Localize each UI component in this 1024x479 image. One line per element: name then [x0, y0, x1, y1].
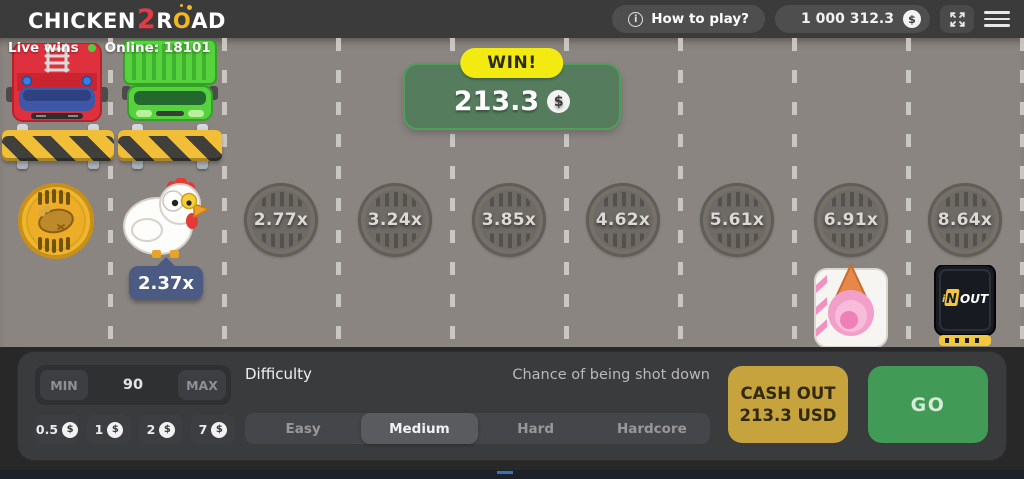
expand-icon [949, 11, 965, 27]
tab-hard[interactable]: Hard [517, 420, 554, 437]
svg-text:N: N [946, 292, 957, 307]
ice-cream-truck [814, 263, 888, 347]
win-amount: 213.3 $ [454, 86, 571, 117]
difficulty-label: Difficulty [245, 365, 312, 383]
chip-7-button[interactable]: 7 $ [191, 414, 235, 445]
balance-display[interactable]: 1 000 312.3 $ [775, 5, 930, 33]
max-bet-button[interactable]: MAX [178, 370, 226, 400]
lane-divider [108, 38, 113, 347]
tab-medium[interactable]: Medium [361, 413, 478, 444]
top-bar: CHICKEN 2 R O AD i How to play? 1 000 312.3 … [0, 0, 1024, 38]
road-play-area: Live wins Online: 18101 [0, 38, 1024, 347]
win-banner: WIN! 213.3 $ [403, 48, 621, 130]
online-count: Online: 18101 [104, 40, 211, 56]
bet-control-panel: MIN 90 MAX 0.5 $ 1 $ 2 $ 7 $ Difficulty [18, 352, 1006, 460]
bet-amount-input[interactable]: 90 [122, 377, 144, 393]
fire-truck [6, 43, 108, 122]
live-wins-toggle[interactable]: Live wins [8, 40, 79, 56]
go-button[interactable]: GO [868, 366, 988, 443]
lane-divider [336, 38, 341, 347]
manhole-multiplier: 8.64x [928, 183, 1002, 257]
tab-hardcore[interactable]: Hardcore [616, 420, 687, 437]
cash-out-button[interactable]: CASH OUT 213.3 USD [728, 366, 848, 443]
currency-icon: $ [62, 421, 79, 438]
live-status-bar: Live wins Online: 18101 [8, 40, 211, 56]
win-label: WIN! [460, 48, 564, 78]
lane-divider [792, 38, 797, 347]
lane-divider [564, 38, 569, 347]
lane-divider [450, 38, 455, 347]
chicken-player [123, 178, 210, 258]
balance-amount: 1 000 312.3 [801, 11, 894, 27]
chip-0.5-button[interactable]: 0.5 $ [35, 414, 79, 445]
lane-divider [222, 38, 227, 347]
delivery-truck [122, 40, 218, 121]
bet-amount-box: MIN 90 MAX [35, 365, 231, 405]
info-icon: i [628, 11, 644, 27]
tab-easy[interactable]: Easy [285, 420, 321, 437]
currency-icon: $ [547, 90, 571, 113]
menu-bar [984, 11, 1010, 14]
header-actions: i How to play? 1 000 312.3 $ [612, 5, 1010, 33]
difficulty-header-row: Difficulty Chance of being shot down [245, 365, 710, 383]
lane-divider [1020, 38, 1024, 347]
current-multiplier-badge: 2.37x [129, 266, 203, 300]
game-logo: CHICKEN 2 R O AD [28, 3, 226, 35]
svg-text:OUT: OUT [960, 292, 989, 306]
currency-icon: $ [211, 421, 228, 438]
traffic-barrier [118, 124, 222, 172]
manhole-multiplier: 3.24x [358, 183, 432, 257]
traffic-barrier [2, 124, 114, 172]
fullscreen-button[interactable] [940, 5, 974, 33]
lane-divider [906, 38, 911, 347]
quick-bet-chips: 0.5 $ 1 $ 2 $ 7 $ [35, 414, 235, 445]
manhole-multiplier: 4.62x [586, 183, 660, 257]
logo-text: CHICKEN [28, 8, 136, 33]
shot-down-chance-label: Chance of being shot down [512, 367, 710, 383]
min-bet-button[interactable]: MIN [40, 370, 88, 400]
difficulty-tabs: Easy Medium Hard Hardcore [245, 413, 710, 444]
logo-egg-o: O [172, 4, 193, 33]
manhole-multiplier: 3.85x [472, 183, 546, 257]
manhole-multiplier: 6.91x [814, 183, 888, 257]
manhole-multiplier: 5.61x [700, 183, 774, 257]
online-dot-icon [87, 44, 96, 52]
lane-divider [678, 38, 683, 347]
chicken-coin [18, 183, 94, 259]
currency-icon: $ [159, 421, 176, 438]
chip-2-button[interactable]: 2 $ [139, 414, 183, 445]
hamburger-menu-button[interactable] [984, 5, 1010, 33]
bottom-bar-accent [497, 471, 513, 474]
how-to-play-button[interactable]: i How to play? [612, 5, 765, 33]
manhole-multiplier: 2.77x [244, 183, 318, 257]
logo-two: 2 [136, 3, 157, 35]
chip-1-button[interactable]: 1 $ [87, 414, 131, 445]
inout-truck: N i OUT [934, 265, 996, 346]
bottom-bar [0, 470, 1024, 479]
svg-text:i: i [942, 294, 946, 305]
currency-icon: $ [107, 421, 124, 438]
currency-icon: $ [903, 10, 921, 28]
